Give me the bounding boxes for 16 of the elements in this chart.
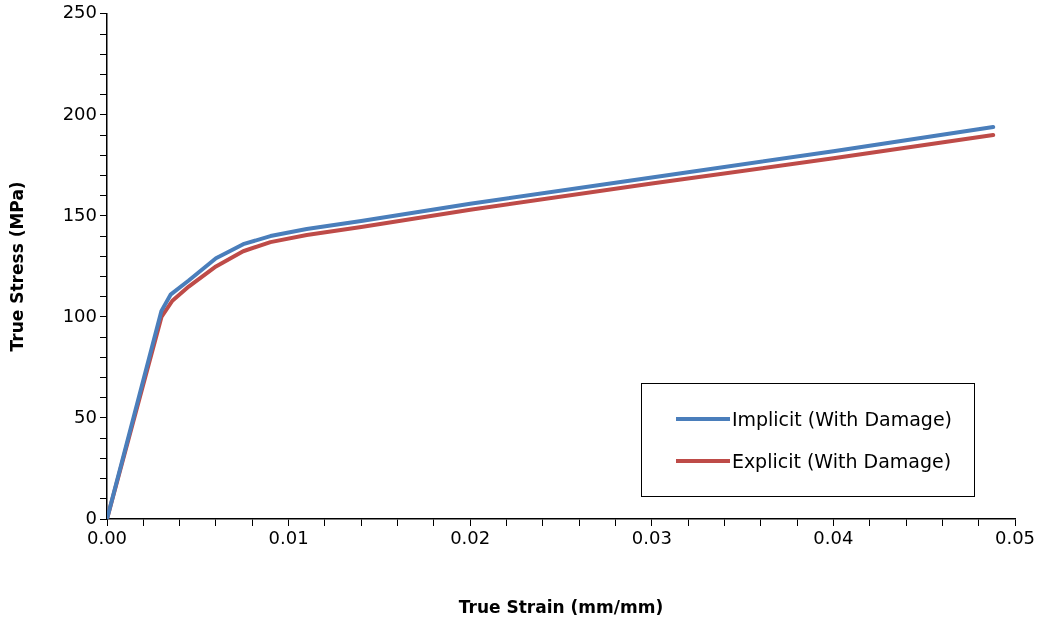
legend-label: Implicit (With Damage)	[731, 408, 952, 430]
y-tick-label: 100	[62, 304, 97, 326]
x-axis-title: True Strain (mm/mm)	[458, 597, 664, 618]
y-tick-label: 200	[62, 102, 97, 124]
x-tick-label: 0.00	[86, 527, 128, 549]
y-tick-label: 50	[74, 405, 97, 427]
x-tick-label: 0.03	[631, 527, 672, 549]
x-tick-label: 0.05	[994, 527, 1036, 549]
x-tick-label: 0.04	[813, 527, 854, 549]
y-axis-title: True Stress (MPa)	[6, 181, 27, 352]
y-tick-label: 0	[85, 506, 97, 528]
x-tick-label: 0.02	[450, 527, 491, 549]
legend-label: Explicit (With Damage)	[731, 450, 952, 472]
x-tick-label: 0.01	[268, 527, 309, 549]
y-tick-label: 250	[62, 1, 97, 23]
y-tick-label: 150	[62, 203, 97, 225]
